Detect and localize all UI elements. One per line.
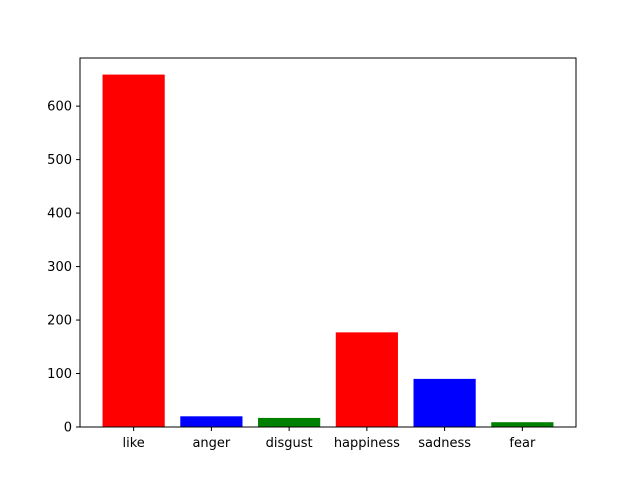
plot-frame xyxy=(79,57,577,428)
x-tick-label: sadness xyxy=(418,436,471,451)
bar-like xyxy=(102,74,165,428)
y-tick-label: 300 xyxy=(47,260,72,275)
bar-happiness xyxy=(335,332,398,427)
y-axis-ticks: 0 100 200 300 400 500 600 xyxy=(47,100,80,436)
y-tick-label: 500 xyxy=(47,153,72,168)
x-tick-label: happiness xyxy=(334,436,400,451)
bar-group xyxy=(102,74,554,428)
bar-disgust xyxy=(258,417,321,427)
y-tick-label: 200 xyxy=(47,314,72,329)
x-tick-label: like xyxy=(122,436,144,451)
y-tick-label: 600 xyxy=(47,100,72,115)
bar-fear xyxy=(491,422,554,427)
y-tick-label: 100 xyxy=(47,367,72,382)
x-tick-label: disgust xyxy=(266,436,313,451)
y-tick-label: 0 xyxy=(64,421,72,436)
x-axis-ticks: like anger disgust happiness sadness fear xyxy=(122,427,536,451)
x-tick-label: anger xyxy=(192,436,230,451)
y-tick-label: 400 xyxy=(47,207,72,222)
x-tick-label: fear xyxy=(509,436,536,451)
bar-sadness xyxy=(413,378,476,427)
bar-anger xyxy=(180,416,243,427)
